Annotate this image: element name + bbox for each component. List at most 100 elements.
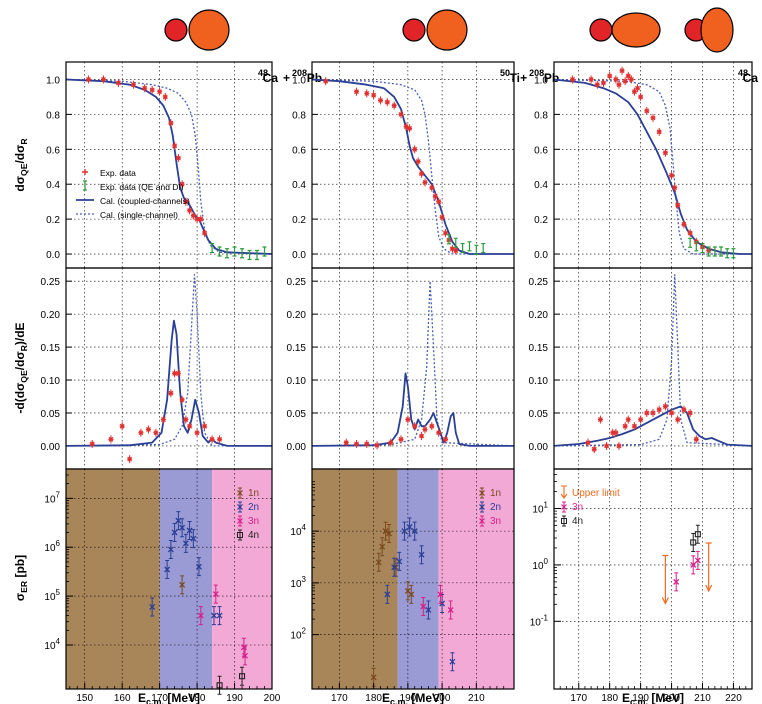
exp-point <box>187 423 193 429</box>
exp-point <box>354 441 360 447</box>
er-errorcap-2n <box>402 521 407 541</box>
exp-qe-di-point <box>725 248 730 259</box>
xtick-label: 180 <box>189 693 206 704</box>
exp-point <box>613 76 619 82</box>
legend-label-4n: 4n <box>248 530 259 541</box>
er-point-2n <box>171 529 178 536</box>
exp-point <box>601 80 606 86</box>
exp-point <box>656 407 662 413</box>
panel-frame <box>311 61 515 269</box>
exp-point <box>217 436 223 442</box>
xtick-label: 190 <box>632 693 649 704</box>
er-point-2n <box>384 591 391 598</box>
exp-point <box>415 159 421 165</box>
legend-label-3n: 3n <box>248 516 259 527</box>
exp-point <box>675 417 681 423</box>
coupled-channels-curve <box>311 78 514 255</box>
panel-frame <box>553 61 753 269</box>
ytick-label: 0.25 <box>41 277 61 288</box>
ytick-label: 0.0 <box>292 250 306 261</box>
exp-point <box>175 370 181 376</box>
coupled-channels-curve <box>311 372 514 447</box>
er-errorcap-1n <box>409 584 414 604</box>
exp-point <box>179 397 185 403</box>
exp-point <box>622 423 628 429</box>
exp-point <box>588 76 594 82</box>
exp-point <box>142 85 148 91</box>
legend-marker-3n <box>237 518 243 524</box>
nucleus-target-0-1 <box>188 9 230 51</box>
ytick-label: 0.15 <box>529 343 549 354</box>
er-point-2n <box>175 517 182 524</box>
ytick-label: 104 <box>44 637 60 652</box>
single-channel-curve <box>553 273 753 447</box>
ytick-label: 0.8 <box>46 110 60 121</box>
exp-point <box>610 430 616 436</box>
exp-qe-di-point <box>467 241 472 252</box>
exp-qe-di-point <box>706 246 711 257</box>
legend-label-1n: 1n <box>248 488 259 499</box>
exp-point <box>162 94 168 100</box>
exp-point <box>616 443 622 449</box>
exp-point <box>644 410 650 416</box>
er-point-2n <box>182 540 189 547</box>
row1-legend: Exp. data Exp. data (QE and DI) Cal. (coup… <box>76 168 190 220</box>
xtick-label: 170 <box>570 693 587 704</box>
er-errorcap-2n <box>426 600 431 620</box>
exp-point <box>127 456 133 462</box>
coupled-channels-curve <box>65 78 273 255</box>
legend-bar-4n <box>562 515 566 527</box>
panel-column-0: 0.00.20.40.60.81.00.000.050.100.150.200.… <box>41 61 322 704</box>
er-errorcap-1n <box>405 581 410 601</box>
exp-point <box>662 150 668 156</box>
coupled-channels-curve <box>553 78 752 255</box>
legend-marker-2n <box>479 504 485 510</box>
xlabel-2: Ec.m. [MeV] <box>622 691 684 704</box>
exp-point <box>429 185 435 191</box>
exp-qe-di-point <box>719 246 724 257</box>
ytick-label: 100 <box>532 557 548 572</box>
ytick-label: 105 <box>44 588 60 603</box>
ratio-panel: 0.0 0.2 0.4 0.6 0.8 1.0 <box>534 61 753 269</box>
exp-point <box>398 436 404 442</box>
single-channel-curve <box>553 78 752 255</box>
exp-qe-di-point <box>210 242 215 254</box>
exp-point <box>619 68 625 74</box>
exp-point <box>398 111 404 117</box>
exp-point <box>172 143 178 149</box>
exp-point <box>687 410 693 416</box>
ylabel-row1: dσQE/dσR <box>13 138 29 192</box>
er-point-3n <box>242 652 248 659</box>
upper-limit-arrow <box>661 554 669 605</box>
er-point-3n <box>694 557 701 564</box>
panel-frame <box>553 468 753 690</box>
er-errorcap-2n <box>217 606 222 626</box>
derivative-panel: 0.00 0.05 0.10 0.15 0.20 0.25 <box>529 267 753 470</box>
exp-point <box>371 92 377 98</box>
ytick-label: 0.8 <box>292 110 306 121</box>
exp-point <box>175 155 181 161</box>
band-2n <box>397 469 439 689</box>
er-errorcap-4n <box>240 666 245 686</box>
exp-point <box>613 430 619 436</box>
single-channel-curve <box>311 280 515 447</box>
exp-point <box>183 199 189 205</box>
legend-marker-1n <box>479 490 485 496</box>
er-point-4n <box>690 539 697 546</box>
ytick-label: 1.0 <box>534 75 548 86</box>
legend-label: Exp. data <box>100 168 136 178</box>
xtick-label: 190 <box>400 693 417 704</box>
ytick-label: 0.4 <box>46 180 60 191</box>
reaction-label: 48Ca + 248Cm <box>738 68 762 85</box>
er-errorcap-2n <box>165 560 170 580</box>
er-errorcap-4n <box>217 675 222 695</box>
ylabel-row2: -d(dσQE/dσR)/dE <box>13 322 29 413</box>
er-errorcap-2n <box>187 520 192 540</box>
ytick-label: 0.25 <box>529 277 549 288</box>
exp-point <box>693 436 699 442</box>
er-errorcap-3n <box>243 646 248 666</box>
exp-point <box>631 89 637 95</box>
ytick-label: 0.05 <box>41 409 61 420</box>
exp-qe-di-point <box>474 244 479 255</box>
